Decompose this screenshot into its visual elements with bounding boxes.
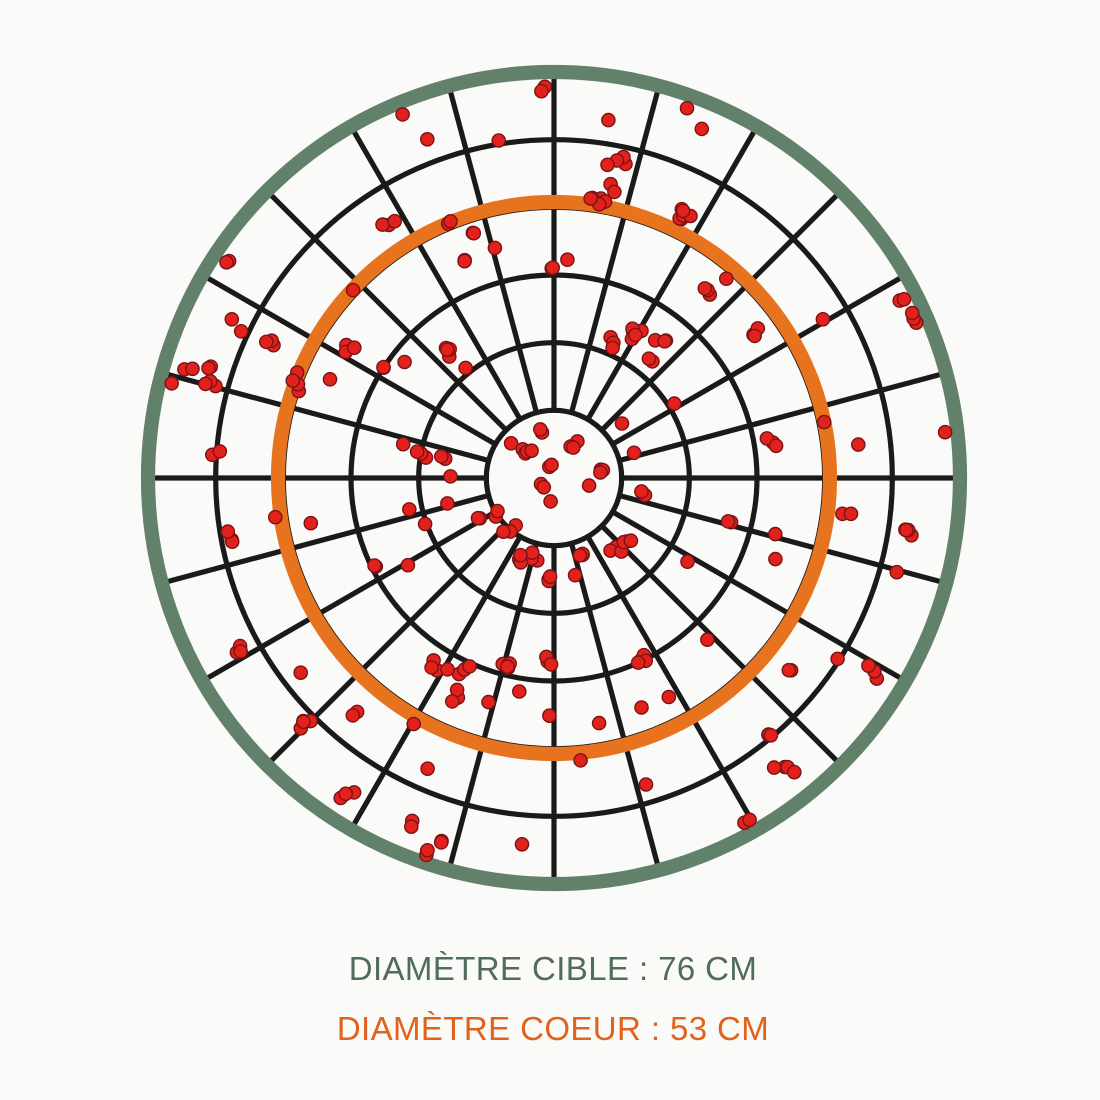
svg-text:DIAMÈTRE COEUR : 53 CM: DIAMÈTRE COEUR : 53 CM (337, 1010, 769, 1047)
svg-text:DIAMÈTRE CIBLE : 76 CM: DIAMÈTRE CIBLE : 76 CM (349, 950, 758, 987)
